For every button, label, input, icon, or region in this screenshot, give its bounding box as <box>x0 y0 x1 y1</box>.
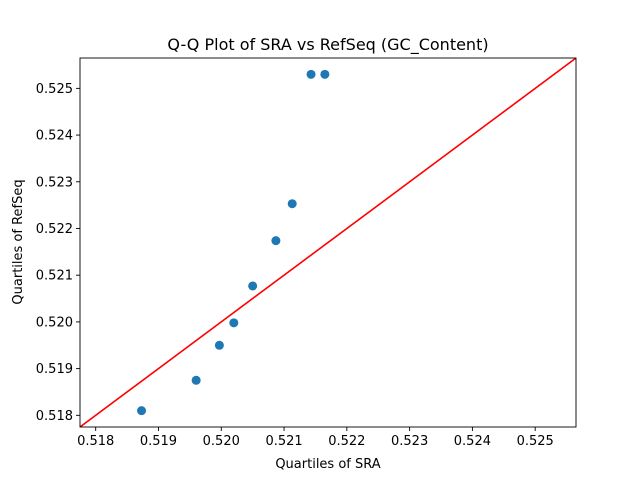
plot-frame <box>79 57 577 428</box>
data-point-7 <box>287 199 297 209</box>
data-point-9 <box>320 69 330 79</box>
data-points <box>137 69 330 416</box>
y-tick-label: 0.518 <box>36 409 73 424</box>
data-point-8 <box>306 69 316 79</box>
plot-area <box>79 57 577 428</box>
x-tick-label: 0.520 <box>203 434 240 449</box>
x-tick-label: 0.522 <box>328 434 365 449</box>
y-tick-label: 0.525 <box>36 82 73 97</box>
y-tick-label: 0.521 <box>36 269 73 284</box>
y-tick-label: 0.520 <box>36 315 73 330</box>
data-point-4 <box>229 318 239 328</box>
x-tick-label: 0.518 <box>77 434 114 449</box>
y-axis-label: Quartiles of RefSeq <box>11 179 26 304</box>
x-tick-label: 0.523 <box>391 434 428 449</box>
data-point-1 <box>137 406 147 416</box>
x-axis-label: Quartiles of SRA <box>275 457 380 472</box>
y-tick-label: 0.519 <box>36 362 73 377</box>
x-tick-label: 0.519 <box>140 434 177 449</box>
x-tick-label: 0.525 <box>517 434 554 449</box>
x-axis: 0.518 0.519 0.520 0.521 0.522 0.523 0.524 0.525 <box>77 427 554 449</box>
y-tick-label: 0.522 <box>36 222 73 237</box>
reference-line <box>80 58 576 427</box>
x-tick-label: 0.521 <box>265 434 302 449</box>
chart-title: Q-Q Plot of SRA vs RefSeq (GC_Content) <box>167 35 488 55</box>
data-point-2 <box>191 375 201 385</box>
data-point-5 <box>248 281 258 291</box>
data-point-3 <box>214 340 224 350</box>
y-axis: 0.518 0.519 0.520 0.521 0.522 0.523 0.524 0.525 <box>36 82 80 424</box>
y-tick-label: 0.523 <box>36 175 73 190</box>
data-point-6 <box>271 236 281 246</box>
y-tick-label: 0.524 <box>36 129 73 144</box>
x-tick-label: 0.524 <box>454 434 491 449</box>
